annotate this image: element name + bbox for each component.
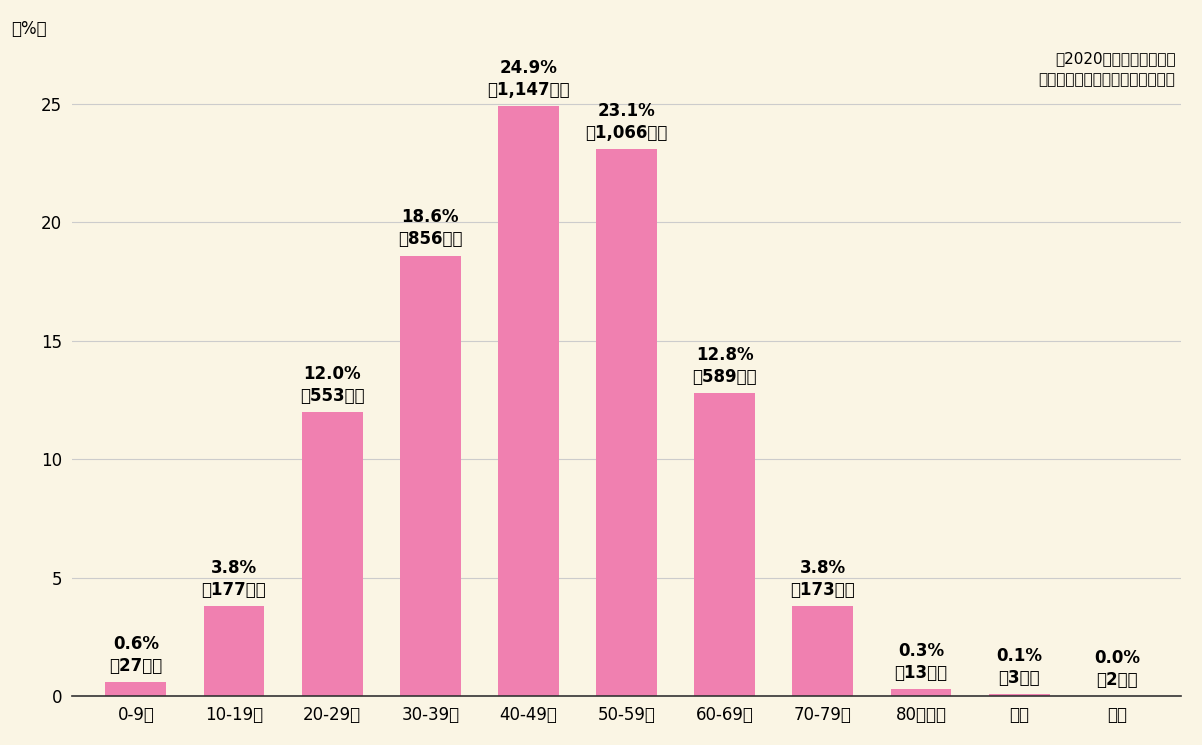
Bar [891,689,952,697]
Text: 18.6%
（856人）: 18.6% （856人） [398,209,463,248]
Text: 0.1%
（3人）: 0.1% （3人） [996,647,1042,687]
Bar [400,256,460,697]
Bar [695,393,755,697]
Text: 23.1%
（1,066人）: 23.1% （1,066人） [585,101,668,142]
Text: 0.0%
（2人）: 0.0% （2人） [1094,649,1141,689]
Bar [203,606,264,697]
Bar [302,412,363,697]
Bar [989,694,1049,697]
Text: 3.8%
（177人）: 3.8% （177人） [202,559,267,599]
Text: 12.8%
（589人）: 12.8% （589人） [692,346,757,386]
Bar [106,682,166,697]
Text: 3.8%
（173人）: 3.8% （173人） [791,559,856,599]
Bar [498,107,559,697]
Bar [596,149,657,697]
Text: （%）: （%） [11,20,47,38]
Text: 0.3%
（13人）: 0.3% （13人） [894,642,947,682]
Text: 0.6%
（27人）: 0.6% （27人） [109,635,162,675]
Text: 24.9%
（1,147人）: 24.9% （1,147人） [487,59,570,99]
Text: 『2020年リウマチ白書』
（公社）日本リウマチ友の会より: 『2020年リウマチ白書』 （公社）日本リウマチ友の会より [1039,51,1176,87]
Text: 12.0%
（553人）: 12.0% （553人） [299,365,364,405]
Bar [792,606,853,697]
